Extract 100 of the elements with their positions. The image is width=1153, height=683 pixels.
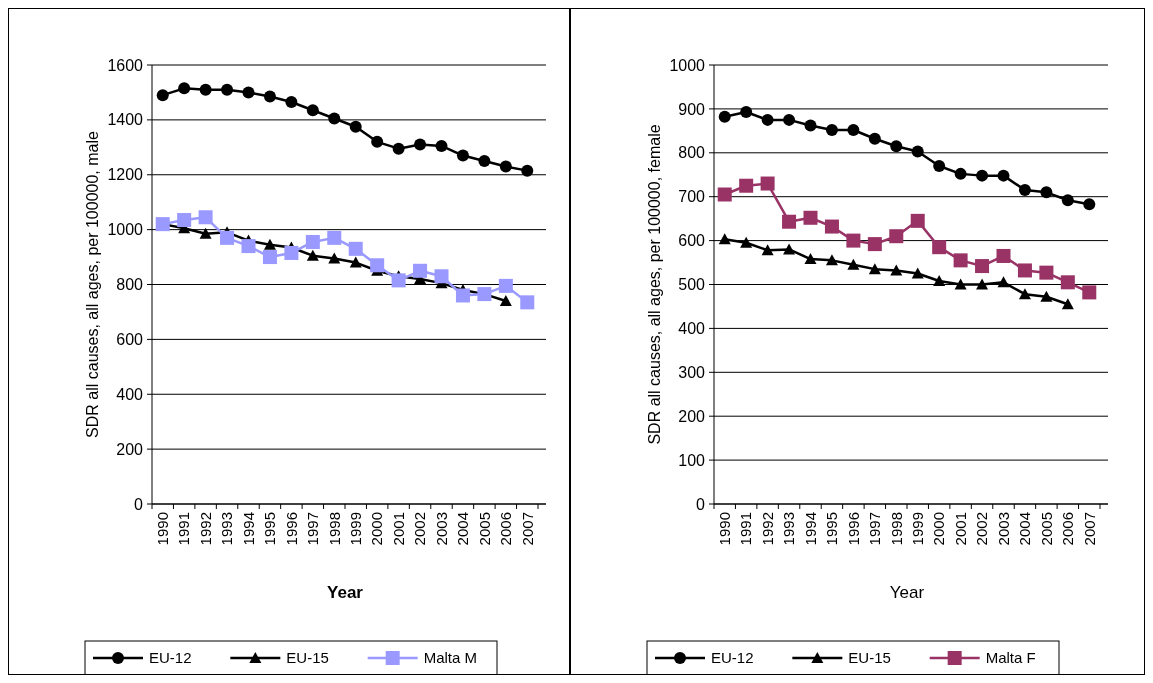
- point: [456, 149, 469, 162]
- point: [520, 295, 535, 310]
- point: [953, 253, 968, 268]
- x-tick-label: 1998: [887, 512, 905, 546]
- x-tick-label: 2003: [432, 512, 450, 546]
- point: [782, 214, 797, 229]
- x-tick-label: 1999: [908, 512, 926, 546]
- point: [954, 278, 967, 290]
- point: [911, 267, 924, 279]
- point: [434, 269, 449, 284]
- point: [199, 227, 212, 239]
- point: [718, 110, 731, 123]
- x-tick-label: 1992: [758, 512, 776, 546]
- x-tick-label: 2002: [411, 512, 429, 546]
- point: [262, 250, 277, 265]
- x-tick-label: 2000: [930, 512, 948, 546]
- point: [825, 254, 838, 266]
- x-tick-label: 1996: [282, 512, 300, 546]
- point: [1082, 285, 1097, 300]
- point: [783, 243, 796, 255]
- x-tick-label: 2007: [1080, 512, 1098, 546]
- x-tick-label: 1998: [325, 512, 343, 546]
- point: [740, 105, 753, 118]
- point: [499, 160, 512, 173]
- point: [178, 82, 191, 95]
- point: [933, 159, 946, 172]
- y-tick-label: 800: [678, 144, 706, 162]
- point: [1018, 288, 1031, 300]
- point: [740, 236, 753, 248]
- point: [890, 140, 903, 153]
- point: [455, 288, 470, 303]
- point: [221, 83, 234, 96]
- point: [997, 276, 1010, 288]
- point: [760, 176, 775, 191]
- point: [718, 233, 731, 245]
- point: [199, 83, 212, 96]
- point: [156, 89, 169, 102]
- point: [867, 237, 882, 252]
- y-tick-label: 300: [678, 363, 706, 381]
- point: [1017, 263, 1032, 278]
- point: [391, 273, 406, 288]
- legend-label: EU-12: [711, 649, 754, 667]
- point: [263, 90, 276, 103]
- legend-label: EU-15: [848, 649, 891, 667]
- point: [997, 169, 1010, 182]
- x-tick-label: 2001: [389, 512, 407, 546]
- point: [498, 278, 513, 293]
- point: [241, 239, 256, 254]
- point: [889, 229, 904, 244]
- point: [890, 264, 903, 276]
- point: [933, 274, 946, 286]
- point: [1018, 184, 1031, 197]
- point: [1061, 298, 1074, 310]
- x-tick-label: 2001: [951, 512, 969, 546]
- x-tick-label: 1990: [153, 512, 171, 546]
- y-axis-title: SDR all causes, all ages, per 100000, female: [645, 124, 663, 445]
- point: [348, 241, 363, 256]
- point: [910, 213, 925, 228]
- point: [306, 104, 319, 117]
- point: [1083, 198, 1096, 211]
- point: [868, 263, 881, 275]
- x-tick-label: 1993: [780, 512, 798, 546]
- legend-label: Malta M: [423, 649, 478, 667]
- point: [499, 294, 512, 306]
- point: [847, 258, 860, 270]
- point: [868, 132, 881, 145]
- point: [435, 139, 448, 152]
- point: [177, 213, 192, 228]
- legend-label: EU-15: [286, 649, 329, 667]
- point: [717, 187, 732, 202]
- x-tick-label: 2005: [475, 512, 493, 546]
- point: [327, 230, 342, 245]
- legend-label: EU-12: [149, 649, 192, 667]
- y-axis-title: SDR all causes, all ages, per 100000, male: [83, 130, 101, 438]
- x-tick-label: 1992: [196, 512, 214, 546]
- legend-label: Malta F: [985, 649, 1036, 667]
- x-tick-label: 1990: [715, 512, 733, 546]
- point: [783, 113, 796, 126]
- x-axis-title: Year: [327, 583, 364, 602]
- y-tick-label: 1200: [107, 166, 144, 184]
- point: [306, 249, 319, 261]
- y-tick-label: 400: [116, 385, 144, 403]
- y-tick-label: 800: [116, 276, 144, 294]
- point: [521, 164, 534, 177]
- x-tick-label: 2005: [1037, 512, 1055, 546]
- x-tick-label: 1991: [175, 512, 193, 546]
- point: [413, 263, 428, 278]
- point: [242, 86, 255, 99]
- point: [804, 253, 817, 265]
- point: [263, 238, 276, 250]
- x-tick-label: 1997: [304, 512, 322, 546]
- x-axis-title: Year: [889, 583, 925, 602]
- y-tick-label: 200: [678, 407, 706, 425]
- point: [285, 96, 298, 109]
- point: [392, 142, 405, 155]
- x-tick-label: 1995: [261, 512, 279, 546]
- y-tick-label: 900: [678, 100, 706, 118]
- point: [976, 169, 989, 182]
- y-tick-label: 100: [678, 451, 706, 469]
- point: [996, 248, 1011, 263]
